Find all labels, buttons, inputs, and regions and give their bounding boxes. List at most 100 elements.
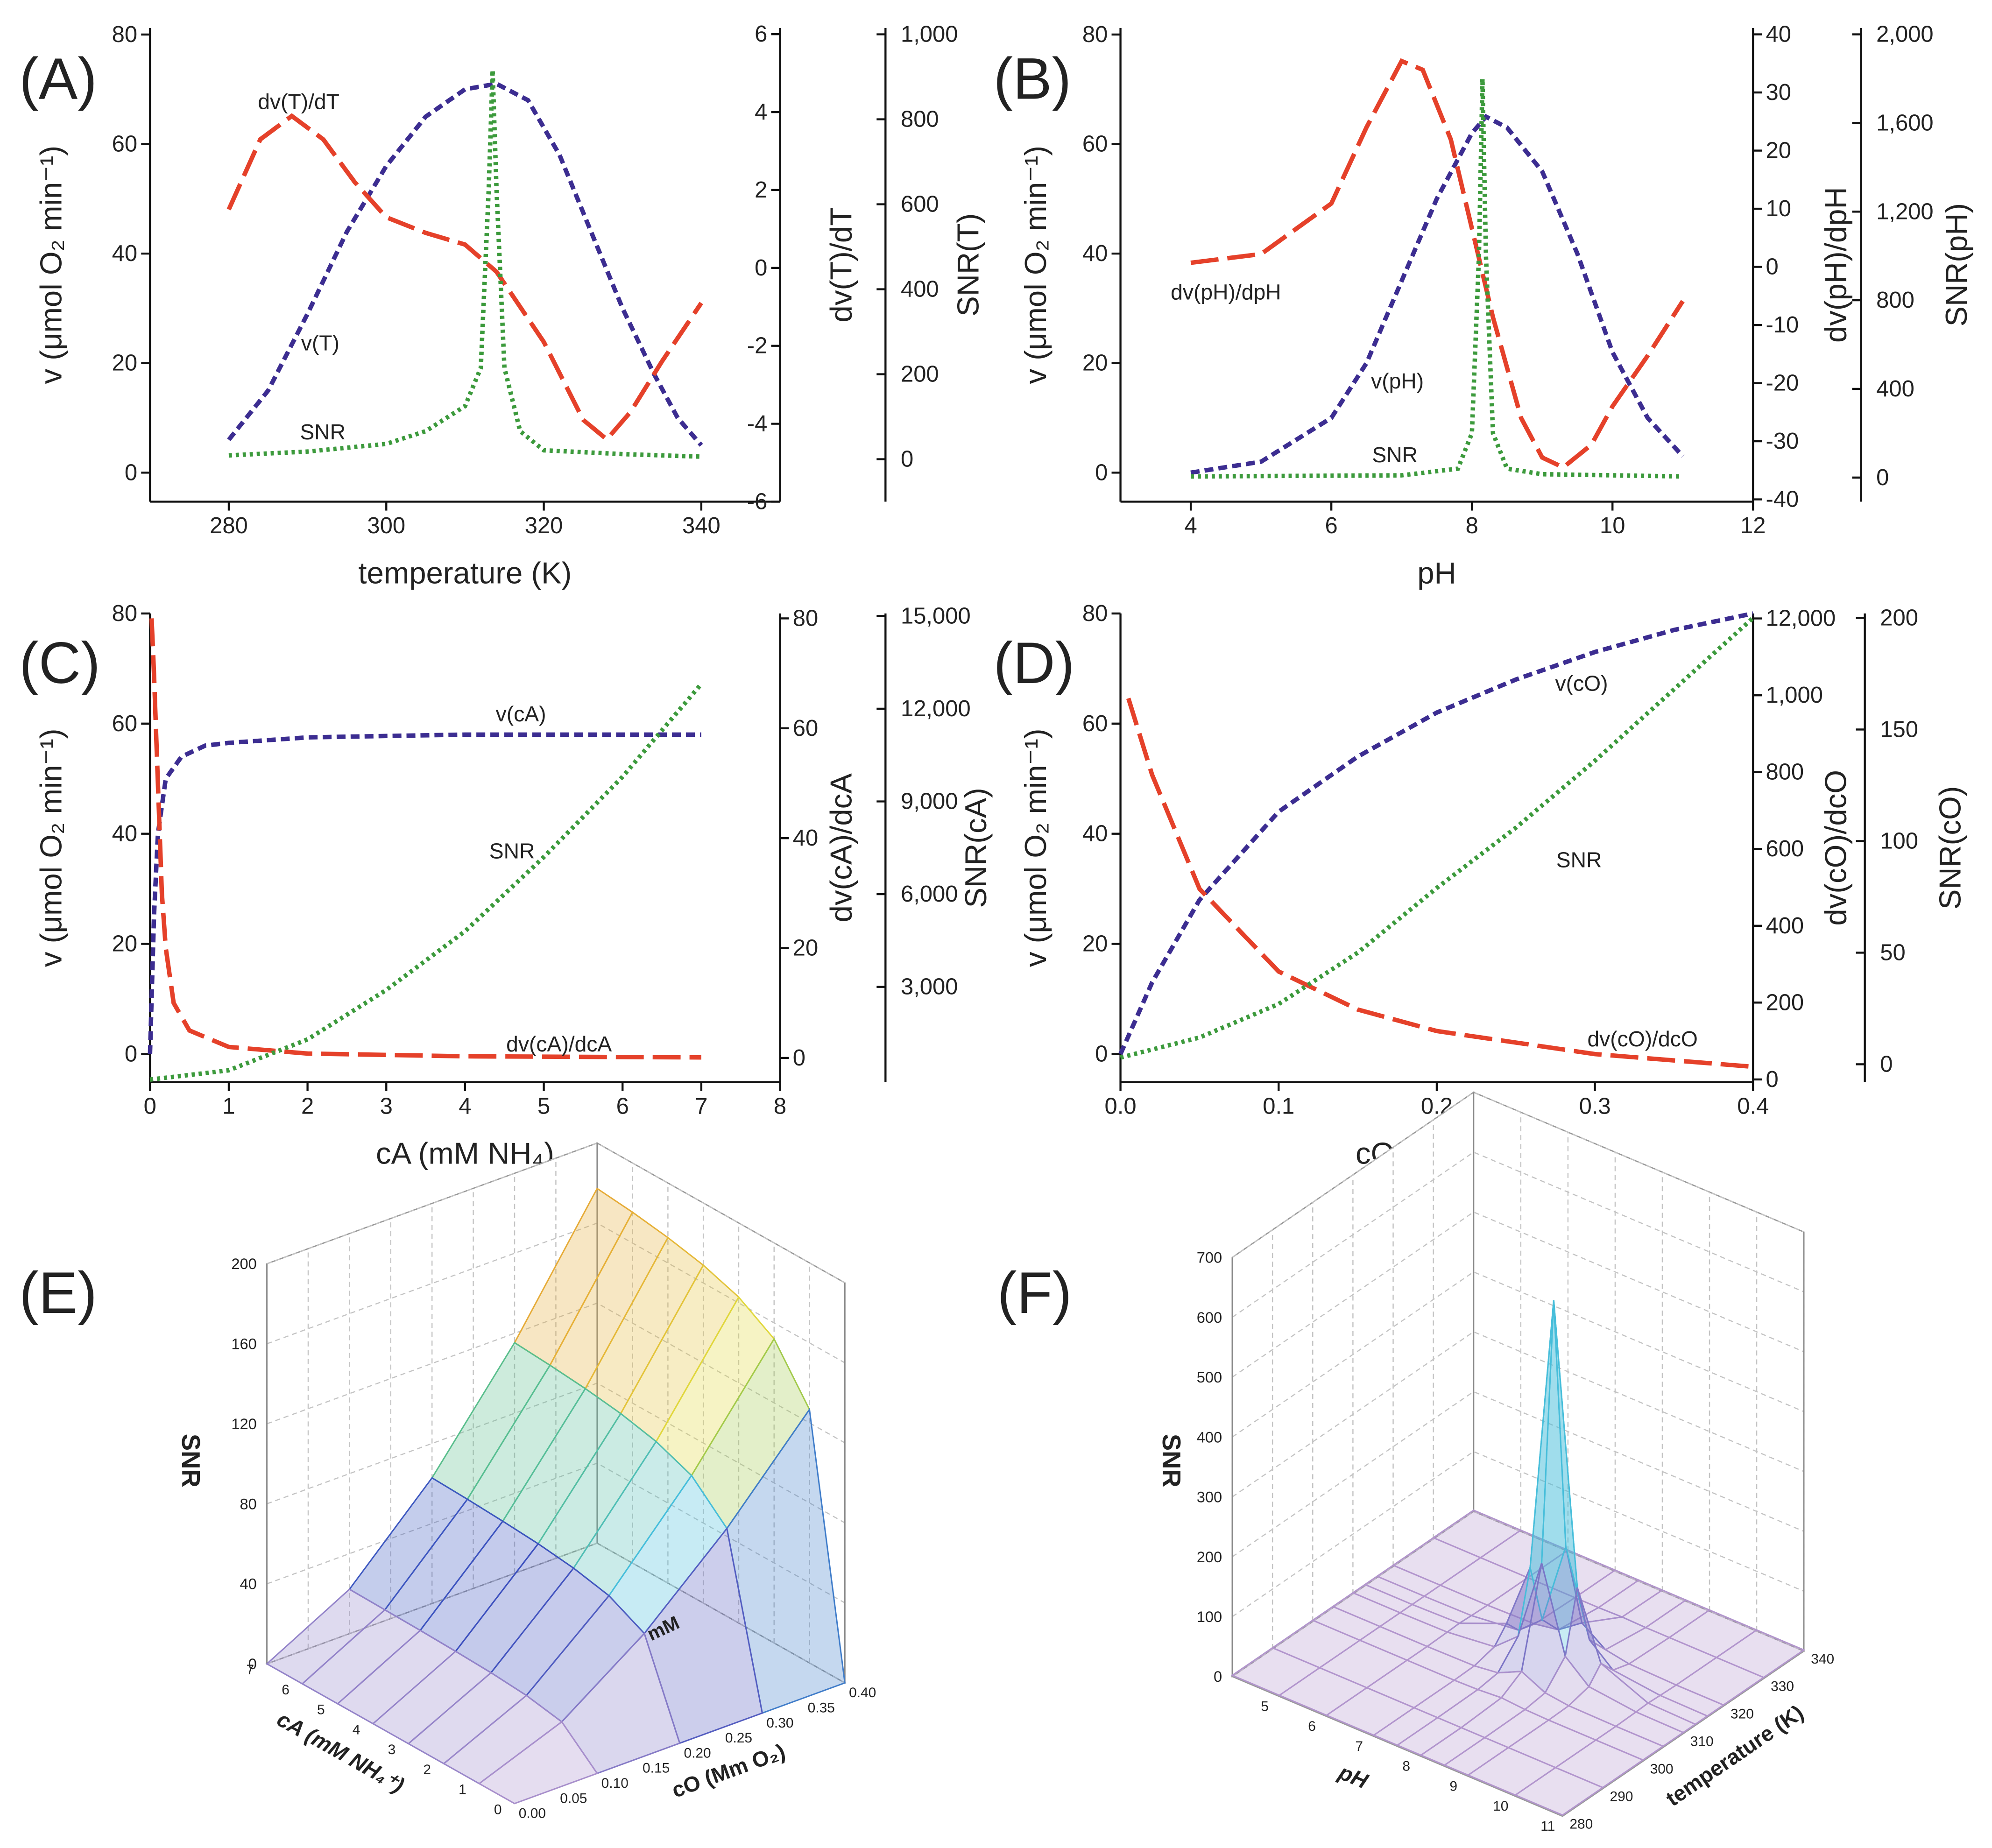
y3-tick-label: 0 [1880,1051,1893,1077]
y-tick-label: 40 [1082,241,1108,266]
x-tick-label: 6 [282,1682,290,1698]
y2-tick-label: 20 [793,936,818,961]
y2-tick-label: -40 [1766,487,1799,512]
y3-tick-label: 400 [1876,376,1914,402]
z-tick-label: 80 [240,1495,257,1512]
curve [1190,113,1685,475]
z-tick-label: 0 [248,1655,257,1672]
surface-cell [478,1721,599,1805]
y-tick-label: 20 [1082,931,1108,957]
x-tick-label: 1 [459,1782,466,1798]
x-tick-label: 9 [1449,1779,1457,1794]
y-tick-label: 0.25 [725,1730,752,1746]
x-tick-label: 10 [1493,1799,1508,1814]
y2-axis-label: dv(cA)/dcA [824,773,858,923]
z-tick-label: 200 [1197,1548,1222,1566]
x-tick-label: 0.4 [1737,1093,1769,1119]
y2-tick-label: 40 [1766,22,1791,47]
y3-axis-label: SNR(T) [951,213,985,317]
y2-tick-label: 800 [1766,760,1804,785]
curve [148,732,701,1054]
curve [1191,78,1683,479]
y3-axis-label: SNR(cO) [1933,786,1967,910]
y3-axis-label: SNR(pH) [1939,203,1973,327]
y-tick-label: 80 [112,22,137,47]
panel-label: (A) [19,46,97,112]
y2-tick-label: 0 [793,1045,805,1071]
y2-tick-label: -6 [747,489,768,515]
y2-tick-label: 40 [793,825,818,851]
y-tick-label: 60 [112,711,137,736]
curve-label: SNR [1372,443,1418,467]
x-tick-label: 6 [1325,513,1338,538]
curve-label: v(cA) [496,702,546,726]
y3-tick-label: 800 [1876,288,1914,313]
x-tick-label: 3 [388,1742,396,1757]
z-tick-label: 0 [1214,1668,1222,1685]
y-tick-label: 40 [112,241,137,266]
x-tick-label: 2 [423,1762,431,1777]
z-tick-label: 500 [1197,1368,1222,1386]
y3-tick-label: 800 [901,106,939,132]
y-tick-label: 0.10 [601,1776,629,1791]
x-axis-label: pH [1417,556,1456,590]
y2-tick-label: -2 [747,333,768,359]
y-tick-label: 40 [112,821,137,846]
y2-tick-label: 60 [793,716,818,741]
y-tick-label: 290 [1610,1789,1633,1805]
x-tick-label: 320 [525,513,563,538]
y3-tick-label: 50 [1880,940,1905,965]
x-tick-label: 4 [1184,513,1197,538]
x-tick-label: 7 [695,1093,707,1119]
x-tick-label: 4 [353,1722,360,1737]
y3-axis-label: SNR(cA) [959,788,993,908]
z-tick-label: 160 [231,1335,256,1353]
z-grid-line [267,1142,845,1284]
y2-tick-label: 10 [1766,196,1791,221]
y3-tick-label: 0 [1876,465,1889,490]
curve [226,113,703,443]
y-tick-label: 300 [1650,1762,1674,1777]
y2-tick-label: 30 [1766,80,1791,105]
y3-tick-label: 150 [1880,717,1918,742]
x-tick-label: 4 [459,1093,471,1119]
panel-label: (B) [994,46,1072,112]
y2-axis-label: dv(pH)/dpH [1819,187,1853,343]
x-tick-label: 8 [1402,1759,1410,1774]
y-tick-label: 0 [1095,1042,1108,1067]
curve-label: dv(T)/dT [258,90,339,114]
y2-axis-label: dv(T)/dT [824,207,858,323]
curve-label: dv(cO)/dcO [1587,1027,1697,1051]
z-tick-label: 400 [1197,1428,1222,1446]
x-tick-label: 7 [246,1662,254,1678]
curve [149,682,703,1082]
y2-tick-label: 2 [755,177,767,203]
z-tick-label: 600 [1197,1309,1222,1326]
z-axis-label: SNR [177,1434,205,1488]
x-tick-label: 8 [774,1093,786,1119]
y3-tick-label: 12,000 [901,696,971,721]
y-tick-label: 330 [1771,1679,1794,1694]
y2-tick-label: 600 [1766,836,1804,861]
x-tick-label: 6 [1308,1719,1316,1734]
y-axis-label: v (μmol O₂ min⁻¹) [1018,146,1053,384]
y2-tick-label: -30 [1766,429,1799,454]
y-tick-label: 0.35 [808,1700,835,1716]
y2-tick-label: 12,000 [1766,606,1836,631]
x-tick-label: 340 [682,513,721,538]
y-tick-label: 60 [112,132,137,157]
curve-label: dv(pH)/dpH [1171,280,1281,304]
y-axis-label: v (μmol O₂ min⁻¹) [34,146,68,384]
x-tick-label: 11 [1540,1819,1555,1834]
panel-label: (D) [994,630,1075,696]
panel-label: (F) [997,1260,1072,1326]
y2-tick-label: 20 [1766,138,1791,163]
y3-tick-label: 3,000 [901,974,958,1000]
y-tick-label: 80 [1082,22,1108,47]
y3-tick-label: 9,000 [901,789,958,814]
y-tick-label: 0 [1095,460,1108,485]
y3-tick-label: 1,000 [901,21,958,47]
curve [149,618,701,1060]
x-tick-label: 3 [380,1093,393,1119]
